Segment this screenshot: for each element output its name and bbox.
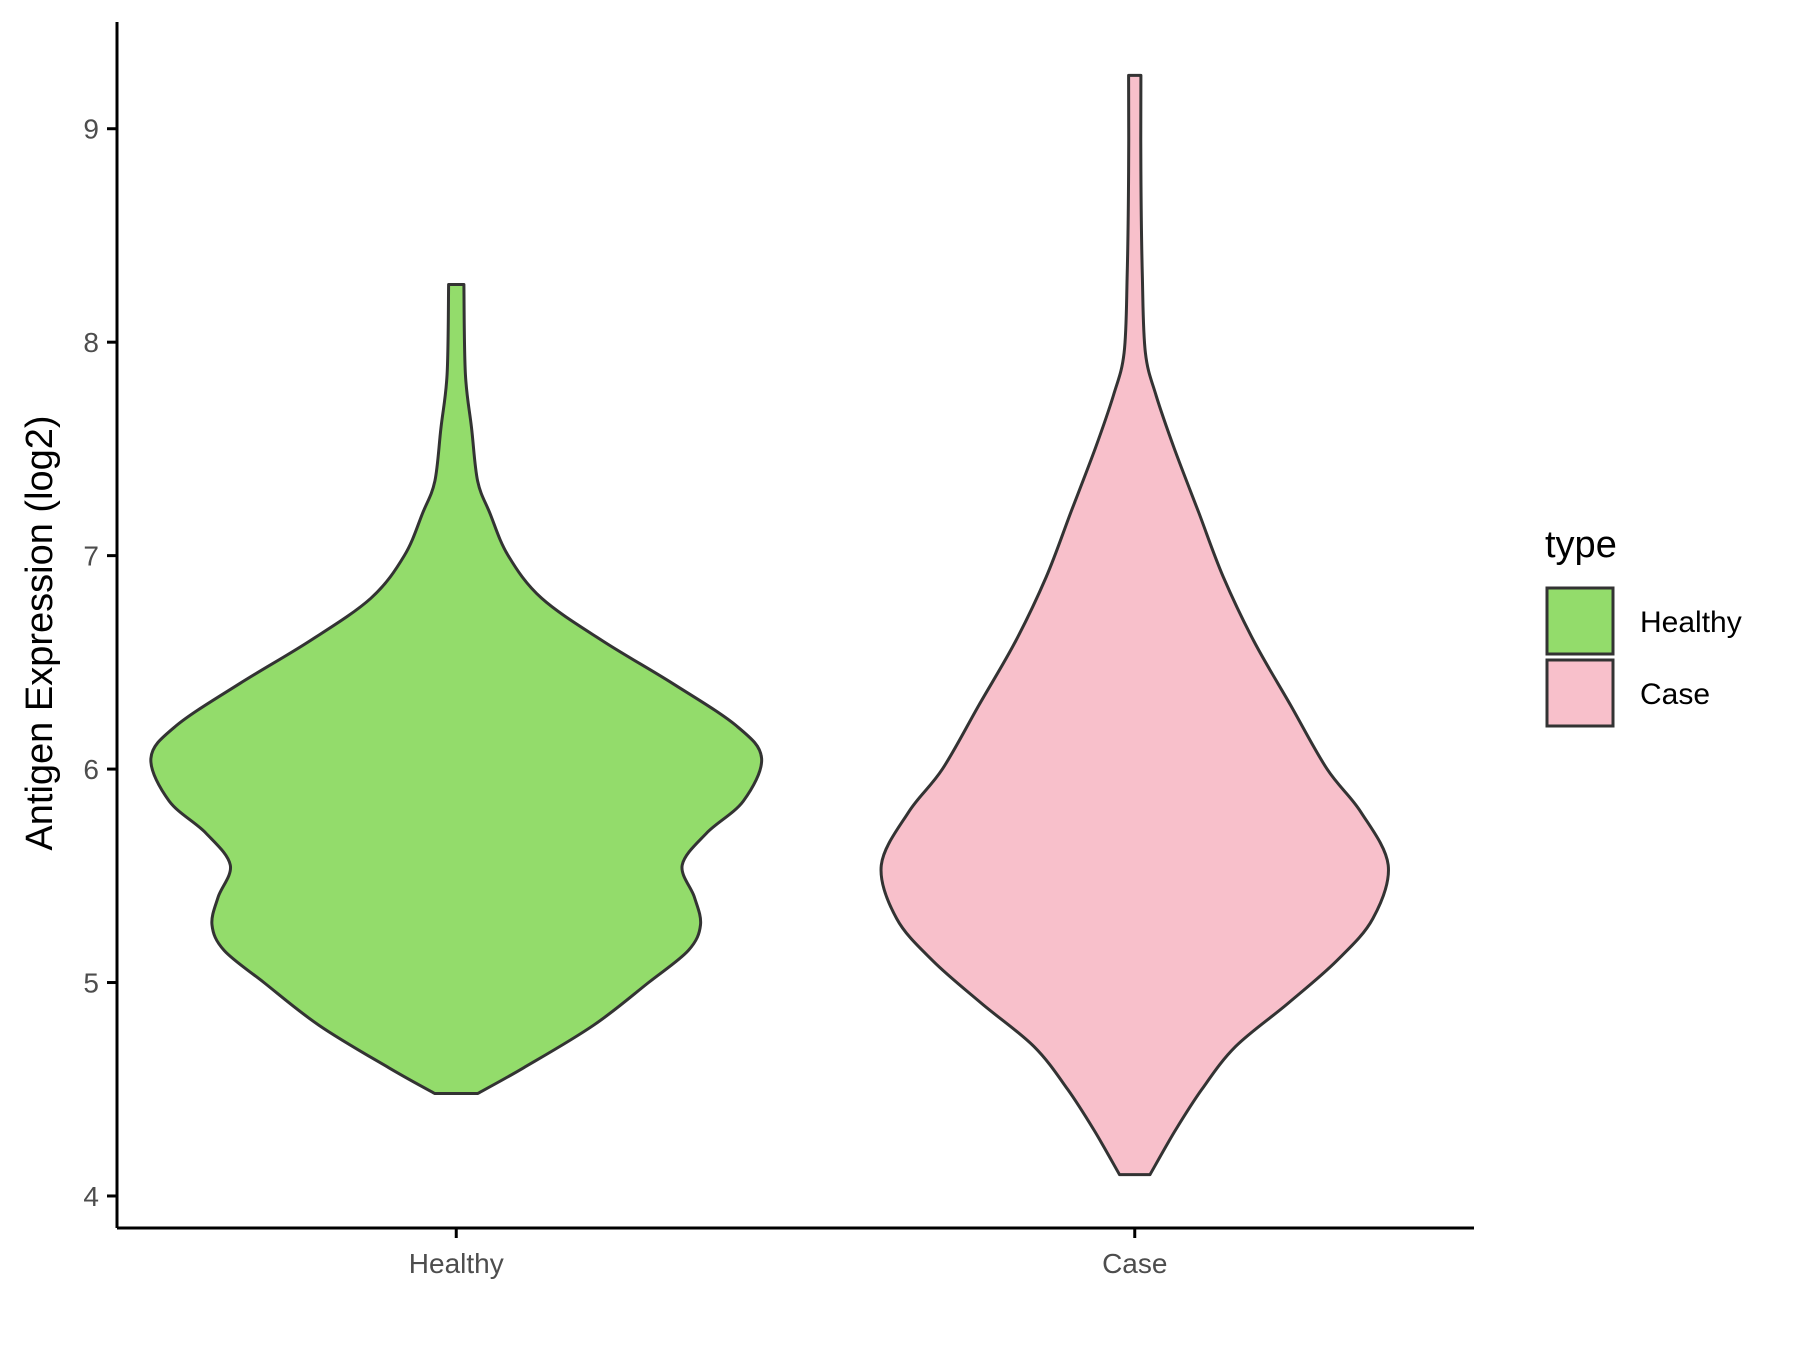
legend-swatch-healthy — [1545, 586, 1615, 656]
y-tick-label: 8 — [83, 327, 99, 358]
legend-swatch-case — [1545, 658, 1615, 728]
legend-title: type — [1545, 524, 1617, 566]
legend-label-healthy: Healthy — [1640, 606, 1742, 639]
x-tick-label-case: Case — [1102, 1248, 1167, 1279]
y-axis-ticks: 4 5 6 7 8 9 — [83, 114, 117, 1212]
violin-case — [879, 73, 1390, 1177]
y-tick-label: 6 — [83, 754, 99, 785]
y-tick-label: 5 — [83, 968, 99, 999]
x-axis-ticks: Healthy Case — [409, 1228, 1167, 1279]
y-tick-label: 9 — [83, 114, 99, 145]
legend-label-case: Case — [1640, 678, 1710, 711]
y-tick-label: 4 — [83, 1181, 99, 1212]
legend: type Healthy Case — [1545, 524, 1742, 728]
violin-layer — [149, 73, 1390, 1177]
y-tick-label: 7 — [83, 541, 99, 572]
y-axis-title: Antigen Expression (log2) — [19, 415, 61, 850]
violin-healthy — [149, 283, 764, 1095]
x-tick-label-healthy: Healthy — [409, 1248, 504, 1279]
